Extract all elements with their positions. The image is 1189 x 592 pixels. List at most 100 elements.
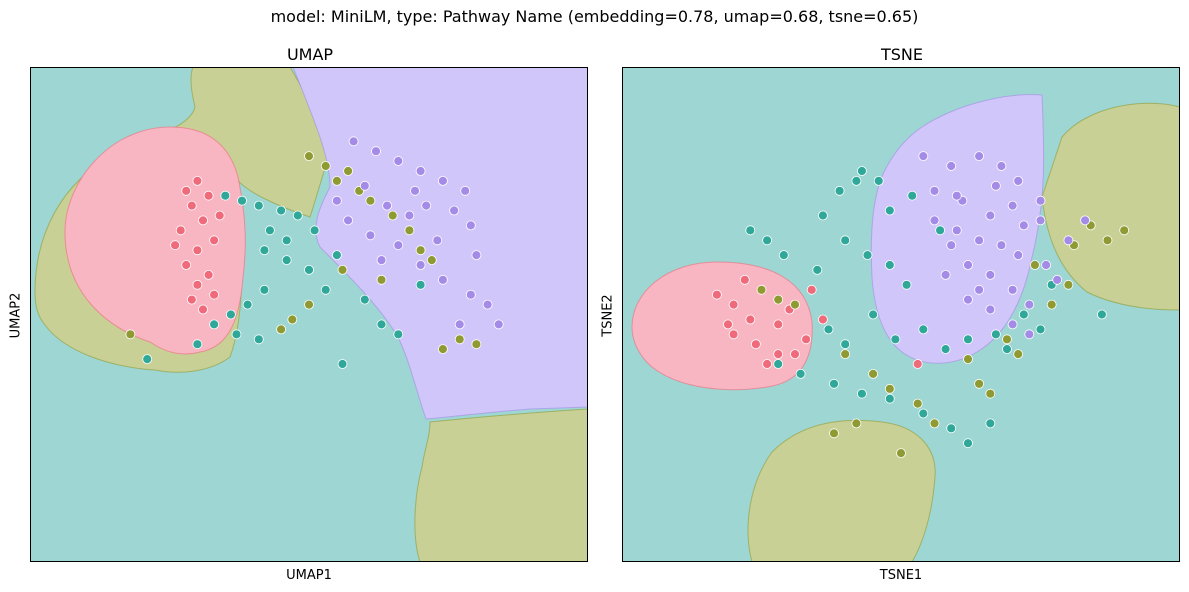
umap-point-red-8 (181, 260, 192, 270)
umap-point-teal-19 (192, 339, 203, 350)
tsne-point-purple-29 (929, 185, 940, 196)
umap-point-red-13 (170, 240, 181, 251)
tsne-point-purple-12 (985, 210, 996, 221)
tsne-point-teal-3 (873, 176, 884, 186)
umap-plot (30, 67, 588, 562)
umap-point-red-6 (209, 235, 220, 246)
tsne-point-teal-30 (745, 225, 756, 236)
tsne-point-teal-14 (868, 309, 879, 320)
tsne-point-purple-7 (974, 235, 985, 246)
tsne-point-olive-13 (851, 418, 862, 429)
umap-point-purple-11 (393, 240, 404, 251)
umap-point-red-4 (198, 215, 208, 226)
umap-point-teal-11 (331, 250, 342, 261)
tsne-point-purple-0 (918, 151, 929, 161)
tsne-region-olive-bottom (747, 419, 936, 562)
tsne-point-teal-12 (823, 324, 834, 335)
tsne-point-teal-1 (834, 185, 845, 196)
umap-points (125, 136, 504, 369)
tsne-point-red-9 (790, 349, 800, 360)
tsne-point-purple-31 (1013, 176, 1024, 186)
tsne-point-teal-17 (940, 344, 951, 355)
umap-point-teal-16 (209, 319, 220, 330)
umap-point-purple-21 (359, 180, 370, 191)
tsne-point-purple-32 (974, 284, 985, 295)
umap-region-olive-right (414, 408, 588, 562)
tsne-point-teal-7 (840, 235, 851, 246)
tsne-point-purple-11 (1007, 200, 1018, 211)
umap-ylabel: UMAP2 (8, 292, 24, 339)
umap-point-olive-5 (365, 195, 376, 206)
umap-point-red-12 (214, 210, 225, 221)
umap-point-purple-25 (382, 200, 393, 211)
umap-xlabel: UMAP1 (286, 568, 332, 583)
umap-point-purple-6 (421, 200, 432, 211)
umap-point-purple-9 (465, 220, 476, 231)
tsne-point-teal-22 (829, 378, 839, 389)
tsne-point-olive-10 (985, 388, 996, 399)
tsne-point-teal-0 (817, 210, 828, 221)
tsne-point-purple-22 (985, 304, 996, 315)
umap-point-teal-9 (281, 255, 292, 266)
tsne-point-purple-19 (1052, 274, 1063, 285)
tsne-ylabel: TSNE2 (600, 294, 616, 337)
umap-point-purple-0 (348, 136, 359, 147)
tsne-point-olive-16 (1046, 299, 1057, 310)
umap-point-purple-4 (437, 176, 448, 186)
umap-point-olive-8 (415, 245, 426, 256)
umap-point-teal-0 (220, 190, 231, 201)
figure-suptitle: model: MiniLM, type: Pathway Name (embed… (270, 7, 919, 26)
tsne-point-olive-14 (829, 428, 839, 439)
tsne-point-purple-1 (946, 161, 957, 171)
tsne-point-olive-3 (840, 349, 851, 360)
tsne-title: TSNE (880, 45, 923, 64)
tsne-point-red-3 (728, 329, 739, 340)
umap-point-purple-2 (393, 156, 404, 166)
umap-point-teal-21 (376, 319, 387, 330)
tsne-region-olive-right (1041, 102, 1180, 311)
tsne-point-purple-21 (963, 294, 973, 305)
umap-point-teal-7 (309, 225, 320, 236)
tsne-point-purple-14 (963, 260, 973, 270)
tsne-point-teal-31 (762, 235, 773, 246)
umap-point-olive-13 (287, 314, 298, 325)
umap-point-purple-16 (437, 274, 448, 285)
umap-point-purple-10 (432, 235, 443, 246)
tsne-point-teal-5 (907, 190, 918, 201)
tsne-point-teal-16 (918, 324, 929, 335)
tsne-point-olive-19 (1102, 235, 1113, 246)
tsne-point-teal-23 (856, 388, 867, 399)
umap-point-olive-16 (437, 344, 448, 355)
tsne-point-red-1 (728, 299, 739, 310)
umap-point-purple-8 (449, 205, 460, 216)
tsne-point-teal-33 (1018, 309, 1029, 320)
umap-point-teal-18 (253, 334, 264, 345)
umap-frame (30, 67, 588, 562)
tsne-point-purple-8 (996, 240, 1007, 251)
tsne-point-teal-20 (773, 359, 784, 369)
tsne-xlabel: TSNE1 (879, 568, 923, 583)
tsne-point-teal-24 (884, 393, 895, 404)
tsne-point-red-8 (762, 359, 773, 369)
tsne-point-teal-28 (985, 418, 996, 429)
umap-point-purple-14 (376, 255, 387, 266)
umap-point-purple-23 (471, 250, 482, 261)
tsne-point-red-10 (723, 319, 733, 330)
umap-point-teal-2 (253, 200, 264, 211)
umap-point-red-14 (209, 289, 220, 300)
tsne-point-purple-10 (1035, 195, 1046, 206)
umap-title: UMAP (286, 45, 334, 64)
tsne-point-olive-7 (929, 418, 940, 429)
umap-point-olive-9 (426, 255, 437, 266)
tsne-point-red-7 (801, 334, 812, 345)
umap-point-olive-10 (376, 274, 387, 285)
tsne-point-purple-33 (1013, 250, 1024, 261)
tsne-point-purple-15 (985, 269, 996, 280)
umap-point-teal-22 (393, 329, 404, 340)
tsne-point-olive-22 (1029, 260, 1040, 270)
tsne-point-purple-17 (1024, 299, 1035, 310)
tsne-point-olive-9 (974, 378, 985, 389)
umap-point-purple-13 (343, 215, 354, 226)
umap-point-purple-1 (371, 146, 381, 157)
umap-point-red-7 (192, 245, 203, 256)
